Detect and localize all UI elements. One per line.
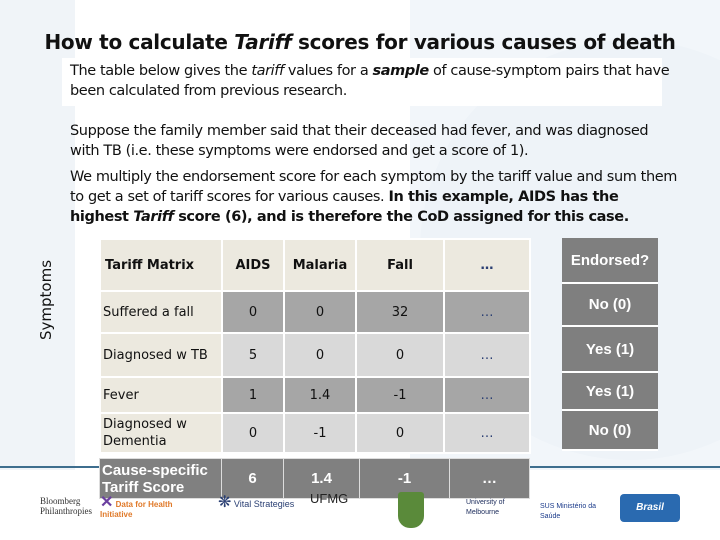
cell: 0 <box>221 412 285 454</box>
cell: -1 <box>355 376 445 414</box>
text-bold: score (6), and is therefore the CoD assi… <box>173 209 629 225</box>
endorsed-column: Endorsed? No (0) Yes (1) Yes (1) No (0) <box>562 238 658 451</box>
cell: 32 <box>355 290 445 334</box>
intro-box <box>62 58 662 106</box>
cell: … <box>443 412 531 454</box>
logo-ministerio-saude: SUS Ministério da Saúde <box>540 503 597 520</box>
table-row: Suffered a fall 0 0 32 … <box>99 290 531 334</box>
symptoms-axis-label: Symptoms <box>37 250 57 340</box>
row-label: Diagnosed w Dementia <box>99 412 223 454</box>
text: values for a <box>283 63 373 79</box>
explanation-paragraph: We multiply the endorsement score for ea… <box>70 167 680 227</box>
logo-melbourne: University of Melbourne <box>466 499 505 516</box>
cell: 0 <box>355 412 445 454</box>
endorsed-value: No (0) <box>562 411 658 451</box>
header-cell: AIDS <box>221 238 285 292</box>
row-label: Suffered a fall <box>99 290 223 334</box>
table-row: Diagnosed w Dementia 0 -1 0 … <box>99 412 531 454</box>
logo-coat-of-arms <box>398 492 424 528</box>
cell: -1 <box>283 412 357 454</box>
table-row: Diagnosed w TB 5 0 0 … <box>99 332 531 378</box>
score-row: Cause-specific Tariff Score 6 1.4 -1 … <box>99 458 530 499</box>
text: of cause-symptom pairs that have been ca… <box>70 63 670 99</box>
tariff-score-row: Cause-specific Tariff Score 6 1.4 -1 … <box>99 458 530 499</box>
text-italic: tariff <box>251 63 284 79</box>
title-text-end: scores for various causes of death <box>291 30 676 54</box>
score-label: Cause-specific Tariff Score <box>99 458 222 499</box>
header-cell: Tariff Matrix <box>99 238 223 292</box>
text-bold-italic: sample <box>372 63 430 79</box>
endorsed-header: Endorsed? <box>562 238 658 284</box>
row-label: Fever <box>99 376 223 414</box>
cell: … <box>443 290 531 334</box>
cell: 1.4 <box>283 376 357 414</box>
score-cell: … <box>449 458 530 499</box>
logo-vital-strategies: ❋ Vital Strategies <box>218 494 295 511</box>
divider-rule <box>530 466 720 468</box>
text-bold-italic: Tariff <box>133 209 174 225</box>
header-cell: … <box>443 238 531 292</box>
divider-rule <box>0 466 100 468</box>
cell: 5 <box>221 332 285 378</box>
cell: 0 <box>355 332 445 378</box>
text: The table below gives the <box>70 63 252 79</box>
title-italic: Tariff <box>234 30 292 54</box>
endorsed-value: No (0) <box>562 284 658 327</box>
partner-logos: Bloomberg Philanthropies ✕ Data for Heal… <box>0 491 720 534</box>
endorsed-value: Yes (1) <box>562 327 658 373</box>
logo-data-for-health: ✕ Data for Health Initiative <box>100 494 173 520</box>
table-header-row: Tariff Matrix AIDS Malaria Fall … <box>99 238 531 292</box>
title-text: How to calculate <box>44 30 235 54</box>
logo-bloomberg: Bloomberg Philanthropies <box>40 496 92 516</box>
logo-text: Data for Health Initiative <box>100 500 173 519</box>
tariff-matrix-table: Tariff Matrix AIDS Malaria Fall … Suffer… <box>99 238 531 454</box>
symptoms-label-text: Symptoms <box>37 259 55 340</box>
slide-title: How to calculate Tariff scores for vario… <box>0 30 720 54</box>
endorsed-value: Yes (1) <box>562 373 658 411</box>
text-bold: In this example, AIDS has the highest <box>70 189 619 225</box>
scenario-paragraph: Suppose the family member said that thei… <box>70 123 649 159</box>
cell: … <box>443 332 531 378</box>
cell: 0 <box>283 332 357 378</box>
row-label: Diagnosed w TB <box>99 332 223 378</box>
cell: 0 <box>283 290 357 334</box>
intro-paragraph: The table below gives the tariff values … <box>70 61 670 101</box>
logo-text: Vital Strategies <box>233 499 295 509</box>
table-row: Fever 1 1.4 -1 … <box>99 376 531 414</box>
score-cell: 6 <box>221 458 284 499</box>
text: We multiply the endorsement score for ea… <box>70 169 677 205</box>
header-cell: Fall <box>355 238 445 292</box>
logo-ufmg: UFMG <box>310 491 349 506</box>
cell: 1 <box>221 376 285 414</box>
logo-brasil: Brasil <box>620 494 680 522</box>
header-cell: Malaria <box>283 238 357 292</box>
cell: 0 <box>221 290 285 334</box>
cell: … <box>443 376 531 414</box>
